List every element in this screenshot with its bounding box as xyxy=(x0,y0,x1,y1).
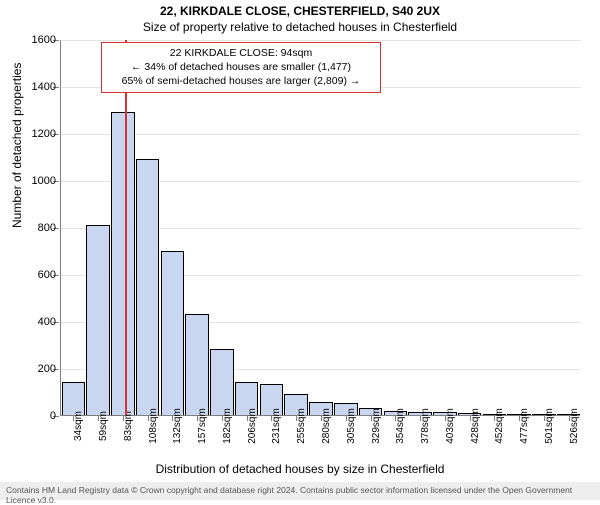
x-tick-label: 34sqm xyxy=(73,411,84,441)
x-tick-label: 501sqm xyxy=(544,408,555,444)
grid-line xyxy=(61,40,581,41)
histogram-bar xyxy=(86,225,110,415)
x-tick-label: 182sqm xyxy=(222,408,233,444)
info-box-line2: ← 34% of detached houses are smaller (1,… xyxy=(108,60,374,74)
chart-title-address: 22, KIRKDALE CLOSE, CHESTERFIELD, S40 2U… xyxy=(0,4,600,18)
x-tick-label: 132sqm xyxy=(172,408,183,444)
y-tick-label: 1600 xyxy=(32,34,56,46)
footer-attribution: Contains HM Land Registry data © Crown c… xyxy=(0,482,600,500)
x-tick-label: 452sqm xyxy=(494,408,505,444)
x-tick-label: 108sqm xyxy=(148,408,159,444)
x-tick-label: 354sqm xyxy=(395,408,406,444)
histogram-bar xyxy=(111,112,135,415)
grid-line xyxy=(61,134,581,135)
y-tick-label: 1400 xyxy=(32,81,56,93)
y-tick-label: 400 xyxy=(38,316,56,328)
y-tick-label: 800 xyxy=(38,222,56,234)
y-tick-label: 1200 xyxy=(32,128,56,140)
property-marker-line xyxy=(125,40,127,415)
x-tick-label: 329sqm xyxy=(371,408,382,444)
x-tick-label: 83sqm xyxy=(123,411,134,441)
y-tick-label: 600 xyxy=(38,269,56,281)
plot-area: 0200400600800100012001400160034sqm59sqm8… xyxy=(60,40,580,416)
x-tick-label: 526sqm xyxy=(569,408,580,444)
x-axis-title: Distribution of detached houses by size … xyxy=(0,462,600,476)
info-box-line3: 65% of semi-detached houses are larger (… xyxy=(108,74,374,88)
info-box-line1: 22 KIRKDALE CLOSE: 94sqm xyxy=(108,46,374,60)
x-tick-label: 59sqm xyxy=(98,411,109,441)
histogram-bar xyxy=(136,159,160,415)
y-tick-label: 0 xyxy=(50,410,56,422)
x-tick-label: 477sqm xyxy=(519,408,530,444)
x-tick-label: 231sqm xyxy=(271,408,282,444)
x-tick-label: 206sqm xyxy=(247,408,258,444)
x-tick-label: 403sqm xyxy=(445,408,456,444)
histogram-chart: 22, KIRKDALE CLOSE, CHESTERFIELD, S40 2U… xyxy=(0,0,600,500)
x-tick-label: 378sqm xyxy=(420,408,431,444)
chart-subtitle: Size of property relative to detached ho… xyxy=(0,20,600,34)
x-tick-label: 280sqm xyxy=(321,408,332,444)
y-axis-title: Number of detached properties xyxy=(10,63,24,228)
y-tick-label: 1000 xyxy=(32,175,56,187)
histogram-bar xyxy=(210,349,234,415)
x-tick-label: 157sqm xyxy=(197,408,208,444)
y-tick-label: 200 xyxy=(38,363,56,375)
histogram-bar xyxy=(185,314,209,415)
x-tick-label: 428sqm xyxy=(470,408,481,444)
histogram-bar xyxy=(161,251,185,416)
x-tick-label: 255sqm xyxy=(296,408,307,444)
info-box: 22 KIRKDALE CLOSE: 94sqm ← 34% of detach… xyxy=(101,42,381,93)
x-tick-label: 305sqm xyxy=(346,408,357,444)
